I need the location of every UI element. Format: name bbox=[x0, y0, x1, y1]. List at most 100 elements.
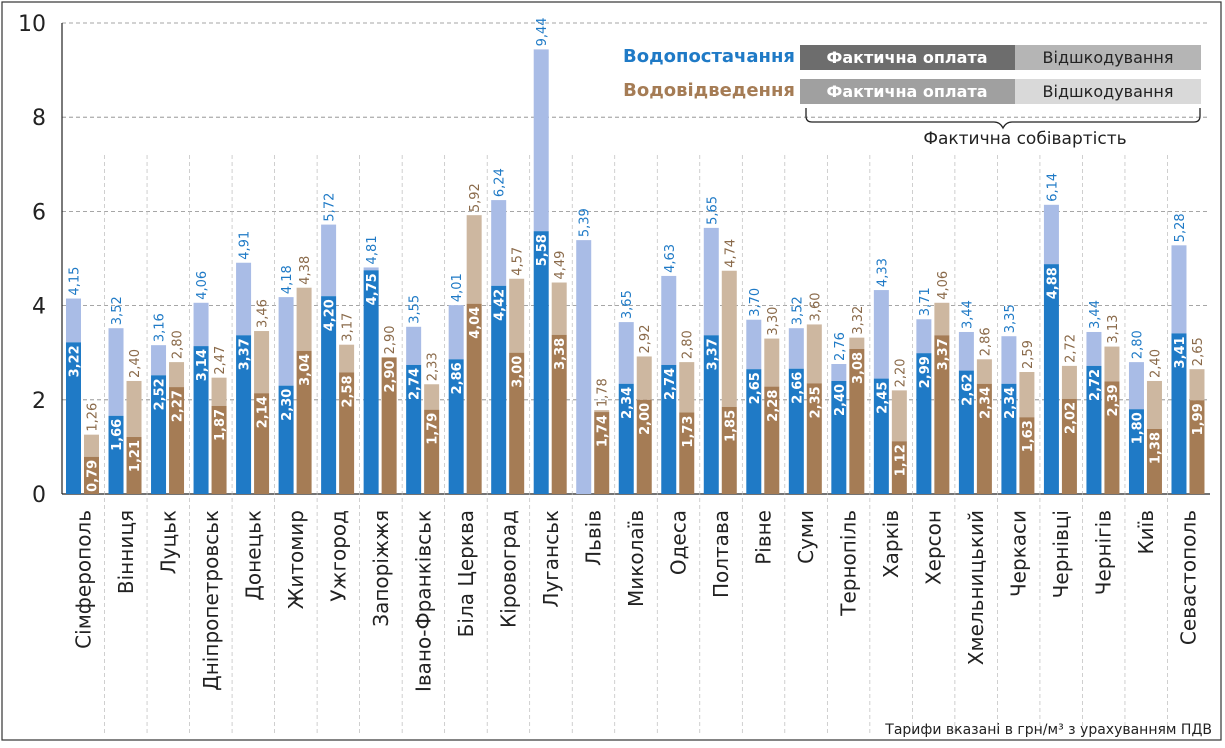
sewer-compensation-bar bbox=[1189, 369, 1205, 401]
water-compensation-bar bbox=[151, 345, 167, 376]
sewer-actual-bar bbox=[254, 393, 270, 494]
water-cost-label: 6,14 bbox=[1045, 173, 1060, 202]
category-label: Вінниця bbox=[114, 510, 138, 594]
category-label: Кіровоград bbox=[496, 510, 520, 628]
water-actual-bar bbox=[363, 270, 379, 494]
sewer-actual-bar bbox=[381, 357, 397, 494]
water-cost-label: 3,52 bbox=[110, 296, 125, 325]
water-actual-bar bbox=[236, 335, 252, 494]
legend-actual-cost-label: Фактична собівартість bbox=[923, 129, 1126, 149]
water-cost-label: 9,44 bbox=[535, 17, 550, 46]
water-actual-label: 4,75 bbox=[365, 273, 380, 305]
water-cost-label: 5,72 bbox=[323, 193, 338, 222]
water-actual-label: 4,88 bbox=[1045, 267, 1060, 299]
water-compensation-bar bbox=[958, 331, 974, 371]
sewer-compensation-bar bbox=[424, 384, 440, 410]
legend-sewer-actual-swatch bbox=[800, 79, 1015, 104]
category-label: Чернігів bbox=[1092, 510, 1116, 595]
water-actual-label: 1,66 bbox=[110, 419, 125, 451]
water-cost-label: 3,65 bbox=[620, 290, 635, 319]
sewer-actual-label: 2,35 bbox=[808, 386, 823, 418]
water-actual-bar bbox=[831, 380, 847, 494]
sewer-cost-label: 3,13 bbox=[1106, 315, 1121, 344]
sewer-actual-label: 2,58 bbox=[341, 375, 356, 407]
sewer-actual-label: 1,73 bbox=[681, 416, 696, 448]
water-cost-label: 5,39 bbox=[578, 208, 593, 237]
water-actual-bar bbox=[703, 335, 719, 494]
sewer-compensation-bar bbox=[976, 359, 992, 384]
category-label: Дніпропетровськ bbox=[199, 510, 223, 691]
water-actual-label: 2,52 bbox=[153, 378, 168, 410]
sewer-actual-label: 1,74 bbox=[596, 415, 611, 447]
category-label: Івано-Франківськ bbox=[411, 510, 435, 692]
sewer-actual-label: 2,14 bbox=[256, 396, 271, 428]
water-cost-label: 3,70 bbox=[748, 288, 763, 317]
water-cost-label: 4,18 bbox=[280, 265, 295, 294]
water-cost-label: 4,06 bbox=[195, 271, 210, 300]
legend-sewer-label: Водовідведення bbox=[623, 80, 795, 101]
sewer-actual-label: 1,79 bbox=[426, 413, 441, 445]
sewer-actual-bar bbox=[721, 406, 737, 494]
sewer-actual-label: 2,34 bbox=[978, 387, 993, 419]
sewer-compensation-bar bbox=[339, 344, 355, 373]
water-cost-label: 5,28 bbox=[1173, 213, 1188, 242]
sewer-actual-bar bbox=[679, 412, 695, 494]
sewer-cost-label: 3,17 bbox=[341, 313, 356, 342]
water-actual-label: 4,20 bbox=[323, 299, 338, 331]
water-cost-label: 3,35 bbox=[1003, 304, 1018, 333]
sewer-actual-label: 2,02 bbox=[1063, 402, 1078, 434]
y-tick-label: 10 bbox=[18, 12, 46, 37]
category-label: Біла Церква bbox=[454, 510, 478, 637]
sewer-actual-label: 1,85 bbox=[723, 410, 738, 442]
water-compensation-bar bbox=[576, 240, 592, 494]
sewer-cost-label: 2,72 bbox=[1063, 334, 1078, 363]
category-label: Житомир bbox=[284, 510, 308, 609]
water-cost-label: 3,44 bbox=[1088, 300, 1103, 329]
sewer-actual-bar bbox=[424, 409, 440, 494]
category-label: Запоріжжя bbox=[369, 510, 393, 627]
water-actual-bar bbox=[321, 296, 337, 494]
sewer-actual-bar bbox=[764, 386, 780, 494]
water-actual-bar bbox=[66, 342, 81, 494]
sewer-actual-label: 1,63 bbox=[1021, 420, 1036, 452]
water-actual-bar bbox=[618, 383, 634, 494]
sewer-cost-label: 2,65 bbox=[1191, 337, 1206, 366]
water-actual-bar bbox=[916, 353, 932, 494]
category-label: Херсон bbox=[922, 510, 946, 585]
sewer-compensation-bar bbox=[211, 377, 227, 406]
water-actual-bar bbox=[193, 346, 209, 494]
sewer-actual-bar bbox=[1061, 398, 1077, 494]
y-tick-label: 0 bbox=[32, 483, 46, 508]
sewer-actual-bar bbox=[509, 352, 525, 494]
sewer-actual-label: 1,12 bbox=[893, 444, 908, 476]
sewer-compensation-bar bbox=[891, 390, 907, 442]
sewer-actual-label: 1,87 bbox=[213, 409, 228, 441]
water-actual-label: 2,34 bbox=[620, 387, 635, 419]
sewer-actual-label: 1,21 bbox=[128, 440, 143, 472]
water-cost-label: 4,01 bbox=[450, 273, 465, 302]
sewer-cost-label: 3,60 bbox=[808, 292, 823, 321]
sewer-compensation-bar bbox=[1061, 365, 1077, 399]
water-actual-bar bbox=[1086, 365, 1102, 494]
water-actual-label: 2,99 bbox=[918, 356, 933, 388]
water-actual-label: 3,37 bbox=[705, 338, 720, 370]
water-compensation-bar bbox=[746, 319, 762, 370]
water-cost-label: 6,24 bbox=[493, 168, 508, 197]
category-label: Київ bbox=[1134, 510, 1158, 555]
sewer-actual-bar bbox=[1146, 429, 1162, 494]
sewer-compensation-bar bbox=[84, 434, 99, 457]
sewer-actual-label: 2,00 bbox=[638, 403, 653, 435]
water-actual-bar bbox=[958, 370, 974, 494]
sewer-cost-label: 3,30 bbox=[766, 307, 781, 336]
sewer-compensation-bar bbox=[169, 362, 185, 388]
sewer-actual-bar bbox=[551, 334, 567, 494]
sewer-actual-label: 2,39 bbox=[1106, 384, 1121, 416]
sewer-actual-bar bbox=[169, 387, 185, 494]
category-label: Полтава bbox=[709, 510, 733, 598]
sewer-actual-bar bbox=[1019, 417, 1035, 494]
category-label: Черкаси bbox=[1007, 510, 1031, 597]
sewer-compensation-bar bbox=[679, 362, 695, 413]
category-label: Суми bbox=[794, 510, 818, 564]
sewer-cost-label: 2,92 bbox=[638, 325, 653, 354]
